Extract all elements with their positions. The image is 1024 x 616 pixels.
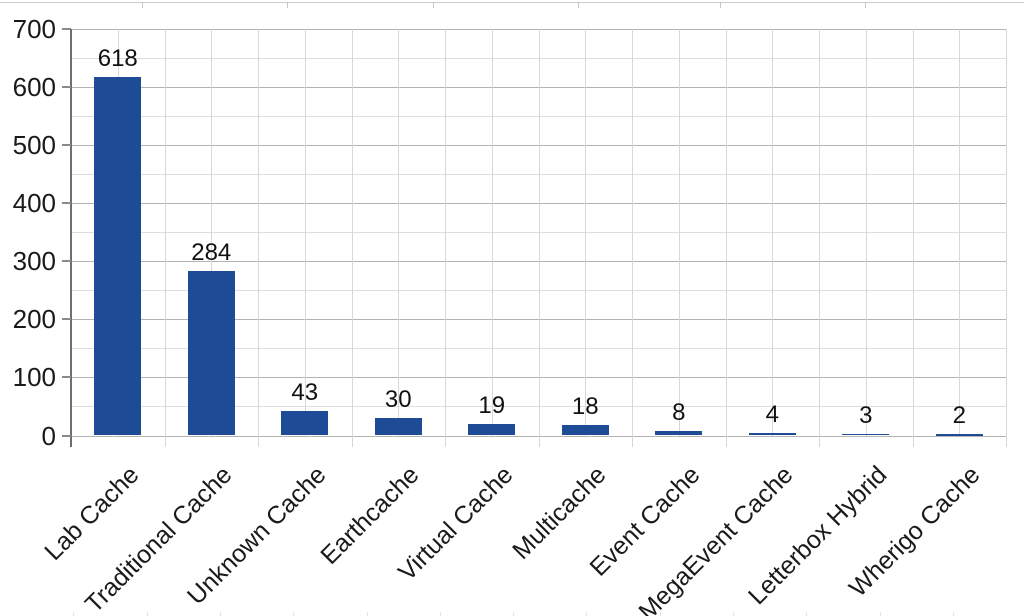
bar	[748, 433, 796, 436]
bar	[468, 424, 516, 436]
bar	[935, 434, 983, 436]
gridline-vertical	[585, 29, 587, 436]
y-axis-tick	[62, 434, 71, 437]
y-axis-line	[70, 29, 72, 447]
bar-value-label: 19	[478, 392, 506, 420]
y-axis-tick-label: 200	[12, 304, 56, 335]
y-axis-tick	[62, 144, 71, 147]
bar-value-label: 30	[384, 386, 412, 414]
crop-artifact-tick	[865, 2, 866, 8]
gridline-vertical	[491, 29, 493, 436]
y-axis-tick-label: 0	[41, 420, 56, 451]
bar	[94, 76, 142, 436]
gridline-vertical	[865, 29, 867, 436]
gridline-vertical	[538, 29, 540, 447]
gridline-vertical	[211, 29, 213, 436]
y-axis-tick	[62, 318, 71, 321]
bar-value-label: 2	[952, 402, 966, 429]
crop-artifact-tick	[220, 612, 221, 616]
bar-value-label: 284	[191, 238, 232, 266]
gridline-vertical	[632, 29, 633, 447]
bar-value-label: 4	[765, 401, 779, 429]
crop-artifact-tick	[293, 612, 294, 616]
crop-artifact-tick	[806, 612, 807, 616]
crop-artifact-tick	[287, 2, 288, 8]
crop-artifact-tick	[720, 2, 721, 8]
y-axis-tick-label: 400	[12, 188, 56, 219]
crop-artifact-tick	[586, 612, 587, 616]
gridline-vertical	[912, 29, 914, 447]
gridline-vertical	[258, 29, 259, 447]
bar	[187, 270, 235, 436]
y-axis-tick-label: 500	[12, 130, 56, 161]
bar-value-label: 43	[291, 378, 319, 406]
crop-artifact-tick	[147, 612, 148, 616]
y-axis-tick-label: 100	[12, 362, 56, 393]
gridline-vertical	[351, 29, 353, 447]
crop-artifact-tick	[73, 612, 74, 616]
gridline-vertical	[304, 29, 306, 436]
y-axis-tick-label: 600	[12, 72, 56, 103]
bar	[561, 425, 609, 436]
y-axis-tick	[62, 376, 71, 379]
crop-artifact-line	[0, 2, 1024, 3]
bar	[655, 430, 703, 436]
crop-artifact-tick	[953, 612, 954, 616]
crop-artifact-tick	[142, 2, 143, 8]
gridline-vertical	[398, 29, 400, 436]
y-axis-tick	[62, 86, 71, 89]
bar	[281, 410, 329, 436]
gridline-vertical	[959, 29, 961, 436]
gridline-vertical	[819, 29, 820, 447]
crop-artifact-tick	[433, 2, 434, 8]
gridline-vertical	[445, 29, 446, 447]
y-axis-tick-label: 700	[12, 14, 56, 44]
crop-artifact-tick	[733, 612, 734, 616]
y-axis-tick	[62, 28, 71, 30]
crop-artifact-tick	[660, 612, 661, 616]
crop-artifact-tick	[440, 612, 441, 616]
gridline-vertical	[725, 29, 727, 447]
bar-value-label: 3	[859, 401, 873, 429]
gridline-vertical	[1006, 29, 1007, 447]
gridline-vertical	[772, 29, 774, 436]
bar-value-label: 8	[672, 398, 686, 426]
gridline-vertical	[164, 29, 166, 447]
y-axis-tick	[62, 260, 71, 263]
y-axis-tick	[62, 202, 71, 205]
crop-artifact-tick	[367, 612, 368, 616]
bar-value-label: 618	[97, 44, 138, 72]
crop-artifact-tick	[578, 2, 579, 8]
gridline-vertical	[678, 29, 680, 436]
crop-artifact-tick	[513, 612, 514, 616]
bar-value-label: 18	[571, 393, 599, 421]
bar	[842, 433, 890, 436]
crop-artifact-tick	[880, 612, 881, 616]
y-axis-tick-label: 300	[12, 246, 56, 277]
bar	[374, 418, 422, 436]
